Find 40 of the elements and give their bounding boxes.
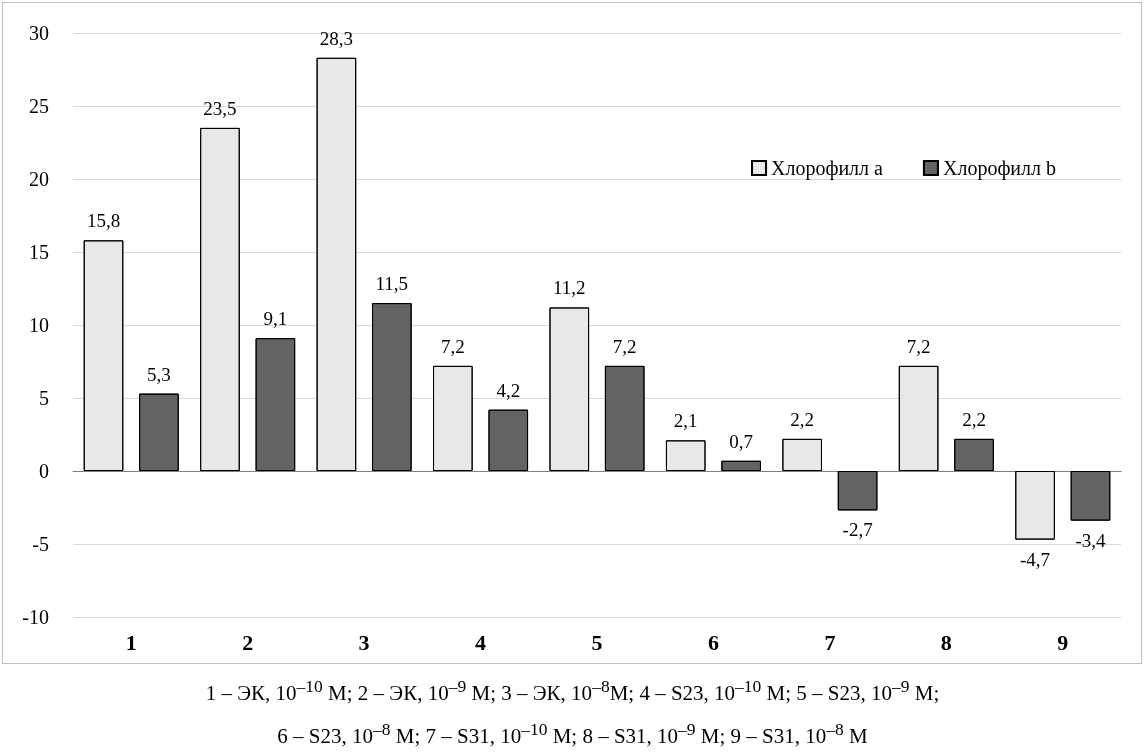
y-tick-label: 30 <box>29 22 49 44</box>
data-label: 23,5 <box>203 97 237 119</box>
x-tick-label: 9 <box>1057 629 1069 655</box>
legend-label: Хлорофилл b <box>942 157 1056 180</box>
y-tick-label: 25 <box>29 95 49 117</box>
data-label: 7,2 <box>906 335 931 357</box>
data-label: 9,1 <box>263 308 288 330</box>
data-label: -3,4 <box>1075 529 1107 551</box>
data-label: -4,7 <box>1020 548 1051 570</box>
y-tick-label: 20 <box>29 168 49 190</box>
y-tick-label: 5 <box>39 387 49 409</box>
x-tick-label: 1 <box>125 629 137 655</box>
y-tick-label: 0 <box>39 460 49 482</box>
legend-label: Хлорофилл a <box>771 157 884 180</box>
data-label: 2,1 <box>673 410 698 432</box>
data-label: 2,2 <box>962 408 986 430</box>
y-tick-label: -10 <box>22 606 49 628</box>
x-tick-label: 8 <box>940 629 952 655</box>
data-label: 7,2 <box>440 335 465 357</box>
data-label: 4,2 <box>496 379 521 401</box>
y-tick-label: 10 <box>29 314 49 336</box>
text: 1 – ЭК, 10$^{–10}$ М; 2 – ЭК, 10$^{–9}$ М; 3 – ЭК, 10$^{–8}$М; 4 – S23, 10$^{–10}$ М; 5 – S23, 10$^{–9}$ М; <box>205 676 940 705</box>
x-tick-label: 6 <box>707 629 719 655</box>
data-label: 2,2 <box>790 408 815 430</box>
x-tick-label: 5 <box>591 629 603 655</box>
x-tick-label: 4 <box>475 629 487 655</box>
data-label: 28,3 <box>319 27 354 49</box>
data-label: -2,7 <box>842 519 873 541</box>
text: 6 – S23, 10$^{–8}$ М; 7 – S31, 10$^{–10}$ М; 8 – S31, 10$^{–9}$ М; 9 – S31, 10$^{–8}$ М <box>277 719 868 748</box>
data-label: 0,7 <box>729 430 754 452</box>
data-label: 7,2 <box>612 335 637 357</box>
x-tick-label: 3 <box>358 629 370 655</box>
x-tick-label: 7 <box>824 629 836 655</box>
data-label: 5,3 <box>147 363 171 385</box>
data-label: 11,5 <box>375 273 409 295</box>
y-tick-label: 15 <box>29 241 49 263</box>
y-tick-label: -5 <box>32 533 49 555</box>
x-tick-label: 2 <box>242 629 254 655</box>
data-label: 15,8 <box>86 210 121 232</box>
data-label: 11,2 <box>553 277 586 299</box>
